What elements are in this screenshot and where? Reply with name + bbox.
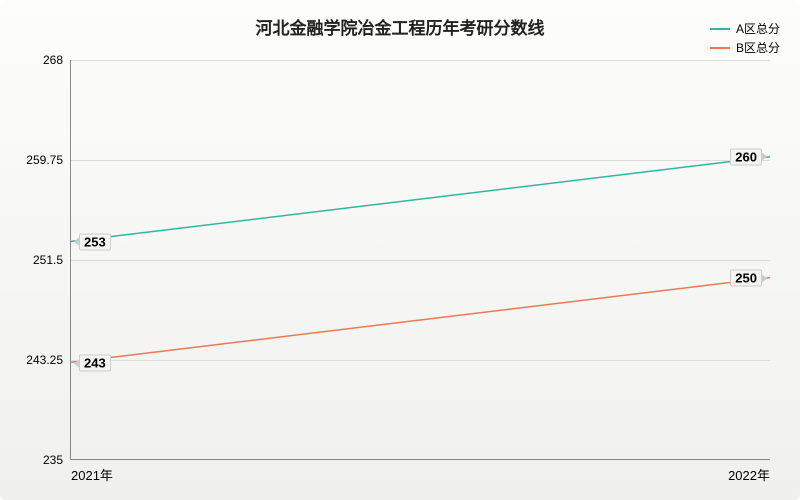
grid-line: [71, 160, 770, 161]
chart-title: 河北金融学院冶金工程历年考研分数线: [0, 14, 800, 39]
x-tick-label: 2022年: [728, 459, 770, 484]
y-tick-label: 243.25: [26, 353, 71, 367]
chart-container: 河北金融学院冶金工程历年考研分数线 A区总分 B区总分 235 243.25 251…: [0, 0, 800, 500]
data-label: 243: [79, 355, 111, 372]
grid-line: [71, 60, 770, 61]
x-tick-label: 2021年: [71, 459, 113, 484]
data-label: 250: [730, 270, 762, 287]
y-tick-label: 268: [43, 53, 71, 67]
data-label: 260: [730, 148, 762, 165]
legend-label-b: B区总分: [736, 39, 780, 56]
legend-swatch-b: [710, 47, 730, 49]
series-line: [71, 278, 770, 363]
legend: A区总分 B区总分: [710, 20, 780, 58]
y-tick-label: 251.5: [33, 253, 71, 267]
grid-line: [71, 360, 770, 361]
legend-swatch-a: [710, 28, 730, 30]
series-line: [71, 157, 770, 242]
plot-area: 235243.25251.5259.752682021年2022年2532602…: [70, 60, 770, 460]
y-tick-label: 259.75: [26, 153, 71, 167]
legend-item-a: A区总分: [710, 20, 780, 37]
data-label: 253: [79, 233, 111, 250]
legend-label-a: A区总分: [736, 20, 780, 37]
grid-line: [71, 260, 770, 261]
legend-item-b: B区总分: [710, 39, 780, 56]
y-tick-label: 235: [43, 453, 71, 467]
